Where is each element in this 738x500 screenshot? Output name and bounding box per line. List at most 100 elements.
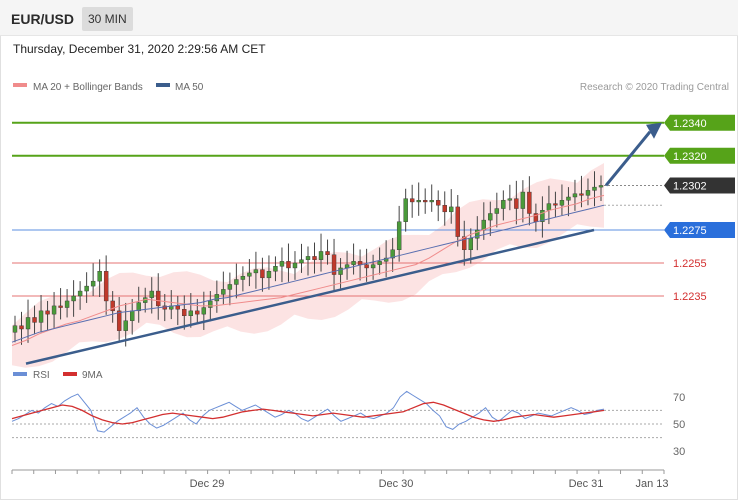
ma20-line bbox=[11, 194, 605, 346]
ma50-legend-label: MA 50 bbox=[175, 82, 204, 93]
level-tag-1.2320 bbox=[664, 147, 735, 164]
candle-body bbox=[221, 289, 226, 295]
ma20-legend-label: MA 20 + Bollinger Bands bbox=[33, 82, 143, 93]
candle-body bbox=[240, 276, 246, 280]
candle-body bbox=[116, 310, 122, 331]
level-label-1.2255: 1.2255 bbox=[673, 258, 707, 270]
candle-body bbox=[409, 198, 415, 203]
candle-body bbox=[377, 261, 382, 265]
candle-body bbox=[77, 290, 83, 297]
candle-body bbox=[234, 279, 239, 285]
candle-body bbox=[214, 294, 220, 302]
candle-body bbox=[331, 254, 337, 275]
level-label-1.2275: 1.2275 bbox=[673, 225, 707, 237]
candle-body bbox=[507, 198, 513, 201]
candle-body bbox=[129, 310, 135, 321]
x-tick-label: Dec 31 bbox=[569, 478, 604, 490]
candle-body bbox=[253, 269, 259, 274]
candle-body bbox=[279, 261, 285, 267]
level-tag-1.2275 bbox=[664, 222, 735, 238]
candle-body bbox=[592, 186, 597, 191]
candle-body bbox=[436, 200, 441, 206]
candle-body bbox=[149, 290, 154, 298]
candle-body bbox=[585, 190, 591, 196]
x-tick-label: Dec 30 bbox=[379, 478, 414, 490]
candle-body bbox=[462, 236, 467, 251]
candle-body bbox=[64, 300, 70, 308]
candle-body bbox=[292, 262, 298, 269]
candle-body bbox=[501, 200, 506, 209]
candle-body bbox=[481, 219, 486, 231]
ma9-legend-label: 9MA bbox=[82, 370, 103, 381]
candle-body bbox=[188, 310, 194, 317]
candle-body bbox=[488, 213, 493, 221]
candle-body bbox=[45, 310, 50, 315]
candle-body bbox=[520, 191, 526, 209]
trend-line bbox=[25, 228, 595, 365]
candle-body bbox=[364, 264, 369, 269]
target-arrow-shaft bbox=[604, 130, 652, 187]
candle-body bbox=[566, 196, 571, 201]
ma9-line bbox=[11, 401, 605, 425]
candle-body bbox=[312, 256, 317, 260]
candle-body bbox=[514, 198, 519, 209]
candle-body bbox=[286, 261, 291, 269]
candle-body bbox=[175, 305, 180, 310]
candle-body bbox=[273, 266, 278, 272]
candle-body bbox=[90, 280, 96, 287]
candle-body bbox=[357, 261, 363, 265]
candle-body bbox=[260, 269, 265, 279]
candle-body bbox=[403, 198, 408, 222]
candle-body bbox=[468, 238, 473, 251]
candle-body bbox=[12, 325, 18, 333]
candle-body bbox=[227, 284, 233, 290]
level-tag-1.2340 bbox=[664, 114, 735, 131]
rsi-ytick-50: 50 bbox=[673, 419, 685, 431]
level-label-1.2340: 1.2340 bbox=[673, 118, 707, 130]
candle-body bbox=[325, 251, 330, 255]
candle-body bbox=[123, 320, 128, 331]
ma50-line bbox=[11, 204, 605, 343]
candle-body bbox=[390, 249, 395, 259]
candle-body bbox=[25, 317, 31, 330]
candle-body bbox=[475, 229, 480, 239]
candle-body bbox=[559, 200, 565, 206]
target-arrow-head bbox=[646, 122, 662, 139]
level-label-1.2302: 1.2302 bbox=[673, 180, 707, 192]
level-tag-1.2302 bbox=[664, 177, 735, 194]
candle-body bbox=[97, 271, 102, 282]
candle-body bbox=[58, 305, 63, 308]
candle-body bbox=[442, 205, 447, 213]
candle-body bbox=[299, 259, 304, 264]
candle-body bbox=[540, 209, 545, 222]
rsi-ytick-30: 30 bbox=[673, 446, 685, 458]
ma50-legend-swatch bbox=[156, 83, 170, 87]
rsi-line bbox=[11, 390, 605, 433]
candle-body bbox=[527, 191, 532, 214]
candle-body bbox=[32, 317, 37, 323]
candle-body bbox=[182, 309, 187, 317]
candle-body bbox=[494, 208, 500, 214]
candle-body bbox=[396, 221, 402, 250]
candle-body bbox=[201, 307, 207, 315]
candle-body bbox=[449, 206, 454, 213]
candle-body bbox=[572, 193, 578, 198]
rsi-ytick-70: 70 bbox=[673, 392, 685, 404]
timeframe-button[interactable]: 30 MIN bbox=[82, 7, 133, 31]
candle-body bbox=[370, 264, 376, 269]
candle-body bbox=[136, 302, 141, 312]
candle-body bbox=[598, 185, 604, 188]
x-tick-label: Dec 29 bbox=[190, 478, 225, 490]
candle-body bbox=[19, 325, 24, 330]
candle-body bbox=[38, 310, 44, 323]
candle-body bbox=[156, 290, 161, 307]
candle-body bbox=[266, 271, 272, 279]
timestamp: Thursday, December 31, 2020 2:29:56 AM C… bbox=[13, 42, 266, 56]
level-label-1.2235: 1.2235 bbox=[673, 291, 707, 303]
candle-body bbox=[455, 206, 460, 237]
candle-body bbox=[579, 193, 584, 196]
candle-body bbox=[71, 295, 76, 302]
x-tick-label: Jan 13 bbox=[635, 478, 668, 490]
rsi-legend-label: RSI bbox=[33, 370, 50, 381]
